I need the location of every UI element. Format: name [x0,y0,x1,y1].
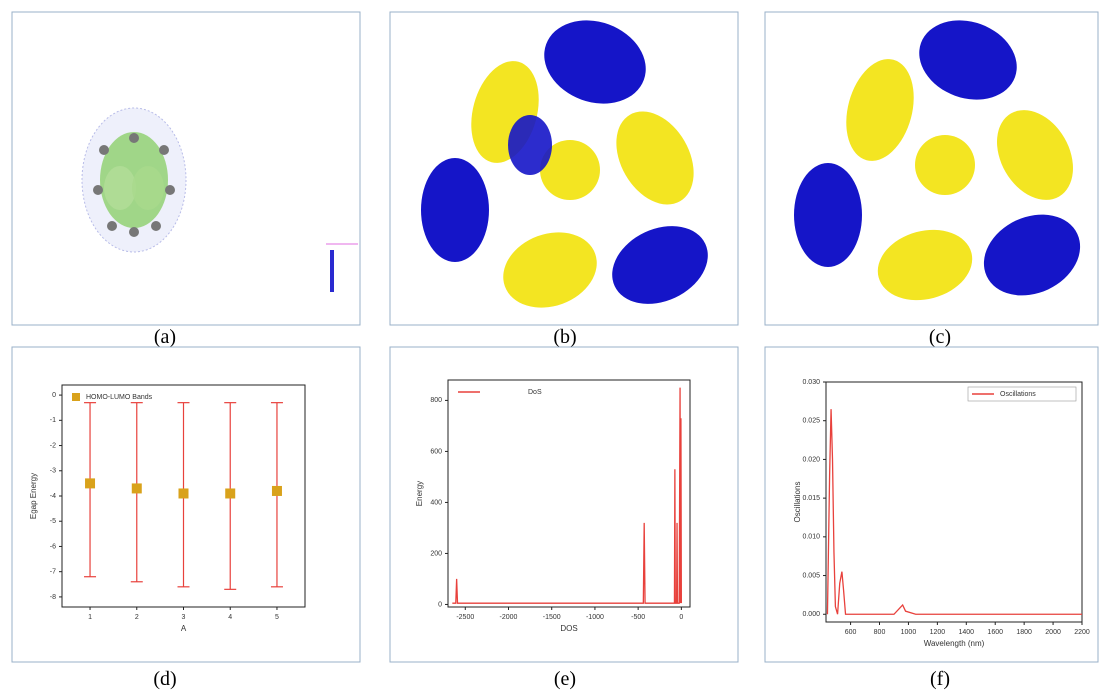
x-tick-label: 2200 [1074,629,1090,636]
orbital [132,166,164,210]
panel-label: (a) [154,326,176,348]
y-tick-label: 0.005 [802,572,820,579]
panel-frame [390,347,738,662]
panel-frame [12,347,360,662]
y-tick-label: 0 [438,601,442,608]
y-tick-label: 0.020 [802,456,820,463]
legend-label: Oscillations [1000,391,1036,398]
x-tick-label: 1000 [901,629,917,636]
x-tick-label: 1600 [987,629,1003,636]
y-tick-label: 400 [430,499,442,506]
legend-label: DoS [528,389,542,396]
point [225,488,235,498]
panel-c [765,7,1098,325]
x-tick-label: -1000 [586,614,604,621]
y-tick-label: 600 [430,448,442,455]
x-tick-label: 800 [874,629,886,636]
x-tick-label: -2500 [456,614,474,621]
x-tick-label: 3 [182,614,186,621]
x-tick-label: 1 [88,614,92,621]
y-axis-title: Egap Energy [29,473,38,519]
x-tick-label: -500 [631,614,645,621]
panel-label: (f) [930,668,950,690]
x-tick-label: 0 [679,614,683,621]
x-tick-label: -1500 [543,614,561,621]
y-tick-label: -5 [50,518,56,525]
colorbar [330,250,334,292]
y-tick-label: 0.030 [802,379,820,386]
panel-label: (c) [929,326,951,348]
y-tick-label: 0.000 [802,611,820,618]
y-tick-label: -3 [50,468,56,475]
y-tick-label: -4 [50,493,56,500]
y-tick-label: -7 [50,569,56,576]
x-tick-label: 2000 [1045,629,1061,636]
x-tick-label: 2 [135,614,139,621]
panel-b [390,7,738,325]
legend-label: HOMO-LUMO Bands [86,394,153,401]
y-axis-title: Oscillations [793,482,802,523]
x-tick-label: 600 [845,629,857,636]
x-tick-label: 4 [228,614,232,621]
x-tick-label: 1200 [930,629,946,636]
y-tick-label: 200 [430,550,442,557]
x-tick-label: 1800 [1016,629,1032,636]
y-tick-label: -1 [50,417,56,424]
y-tick-label: 0.010 [802,534,820,541]
y-tick-label: -2 [50,442,56,449]
panel-label: (b) [553,326,576,348]
y-axis-title: Energy [415,481,424,506]
point [272,486,282,496]
legend-swatch [72,393,80,401]
x-tick-label: 5 [275,614,279,621]
panel-a [12,12,360,325]
point [179,488,189,498]
x-tick-label: -2000 [500,614,518,621]
point [85,478,95,488]
x-axis-title: A [181,624,187,633]
x-axis-title: Wavelength (nm) [924,639,985,648]
panel-label: (e) [554,668,576,690]
x-axis-title: DOS [560,624,577,633]
y-tick-label: 800 [430,397,442,404]
x-tick-label: 1400 [959,629,975,636]
y-tick-label: 0.025 [802,418,820,425]
y-tick-label: 0.015 [802,495,820,502]
figure: (a) (b) (c) (d) (e) (f) 1 2 3 4 5 0 -1 -2 -3 -4 -5… [0,0,1099,692]
panel-frame [12,12,360,325]
y-tick-label: 0 [52,392,56,399]
orbital [104,166,136,210]
panel-label: (d) [153,668,176,690]
point [132,483,142,493]
y-tick-label: -8 [50,594,56,601]
y-tick-label: -6 [50,543,56,550]
